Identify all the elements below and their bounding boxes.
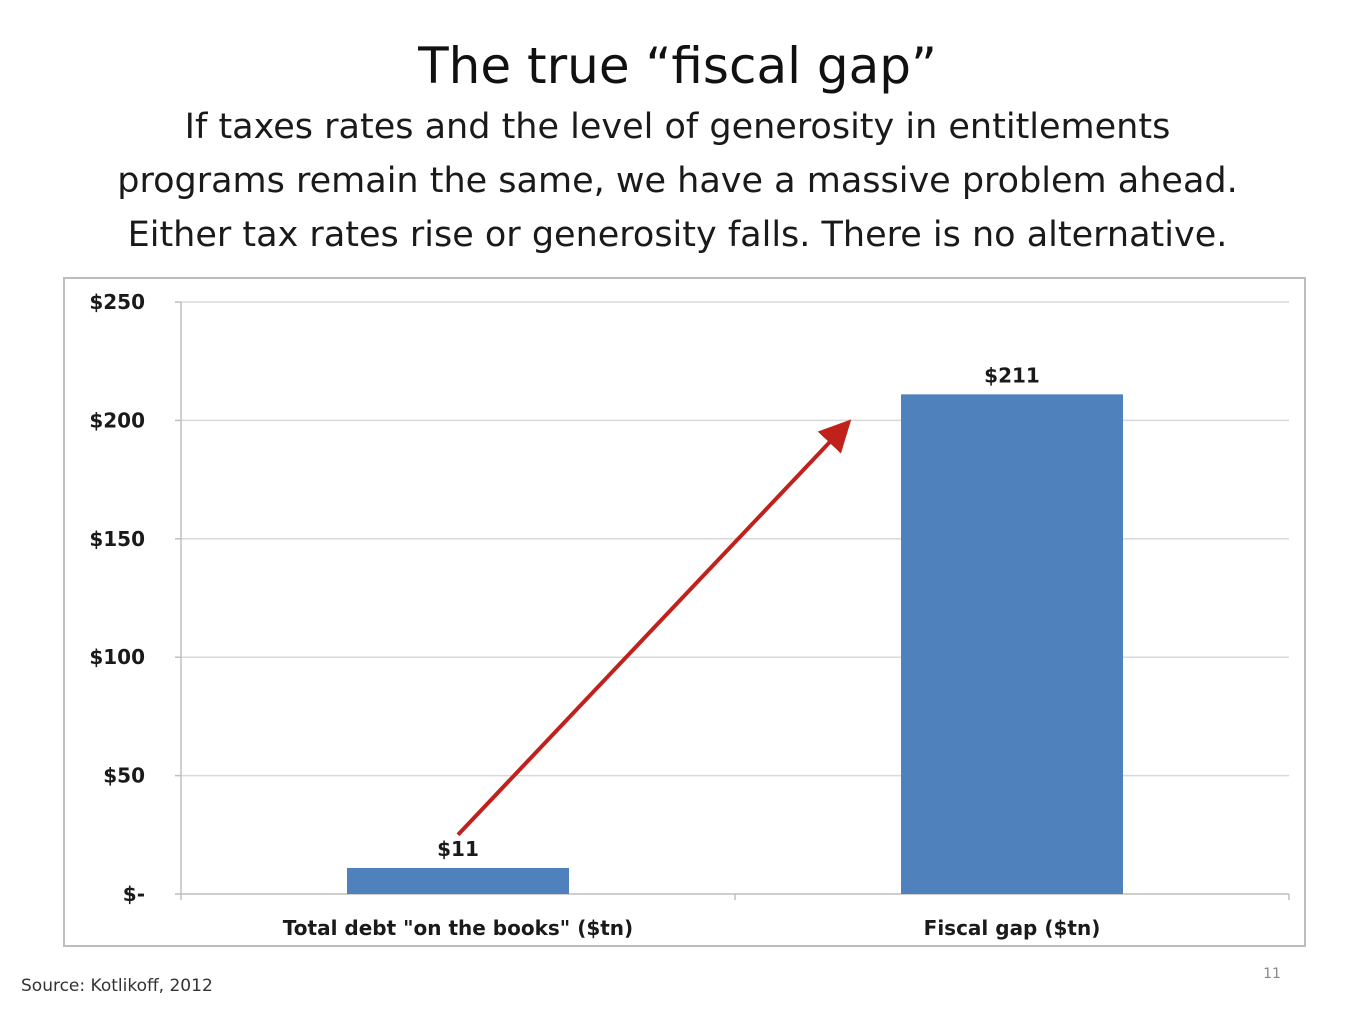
y-tick-label: $100	[89, 645, 145, 669]
bar	[347, 867, 569, 894]
bar-chart: $- $50 $100 $150 $200 $250 $11 Total debt "on t…	[89, 290, 1290, 940]
category-label: Fiscal gap ($tn)	[924, 916, 1101, 940]
bar	[901, 394, 1123, 894]
slide-subtitle: If taxes rates and the level of generosi…	[0, 100, 1355, 262]
page-number: 11	[1263, 966, 1281, 982]
y-tick-label: $150	[89, 527, 145, 551]
y-tick-label: $200	[89, 408, 145, 432]
chart-frame: $- $50 $100 $150 $200 $250 $11 Total debt "on t…	[63, 277, 1306, 947]
slide-title: The true “fiscal gap”	[418, 37, 937, 95]
y-tick-label: $250	[89, 290, 145, 314]
data-label: $211	[984, 363, 1040, 387]
source-note: Source: Kotlikoff, 2012	[21, 976, 213, 996]
subtitle-line: If taxes rates and the level of generosi…	[184, 107, 1171, 147]
data-label: $11	[437, 837, 479, 861]
y-tick-label: $50	[103, 764, 145, 788]
subtitle-line: programs remain the same, we have a mass…	[117, 161, 1238, 201]
subtitle-line: Either tax rates rise or generosity fall…	[127, 215, 1228, 255]
trend-arrow	[456, 419, 852, 837]
category-label: Total debt "on the books" ($tn)	[283, 916, 633, 940]
y-tick-label: $-	[123, 882, 145, 906]
